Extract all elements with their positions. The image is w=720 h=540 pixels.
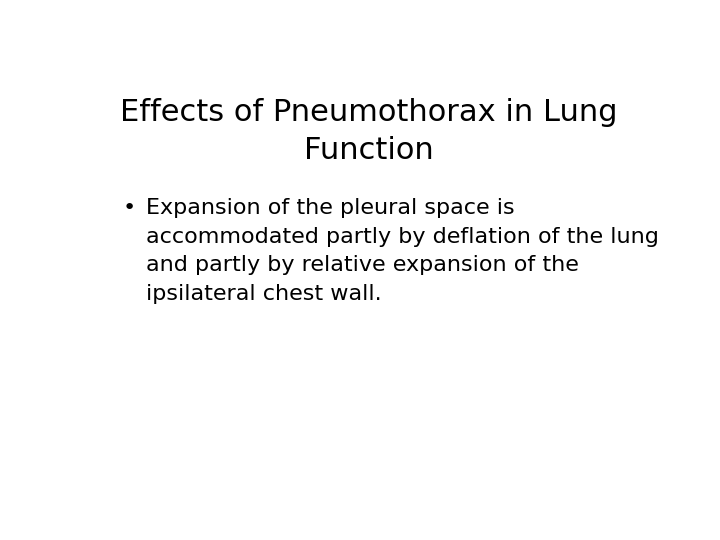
Text: Expansion of the pleural space is
accommodated partly by deflation of the lung
a: Expansion of the pleural space is accomm… bbox=[145, 198, 659, 304]
Text: •: • bbox=[122, 198, 135, 218]
Text: Effects of Pneumothorax in Lung
Function: Effects of Pneumothorax in Lung Function bbox=[120, 98, 618, 165]
